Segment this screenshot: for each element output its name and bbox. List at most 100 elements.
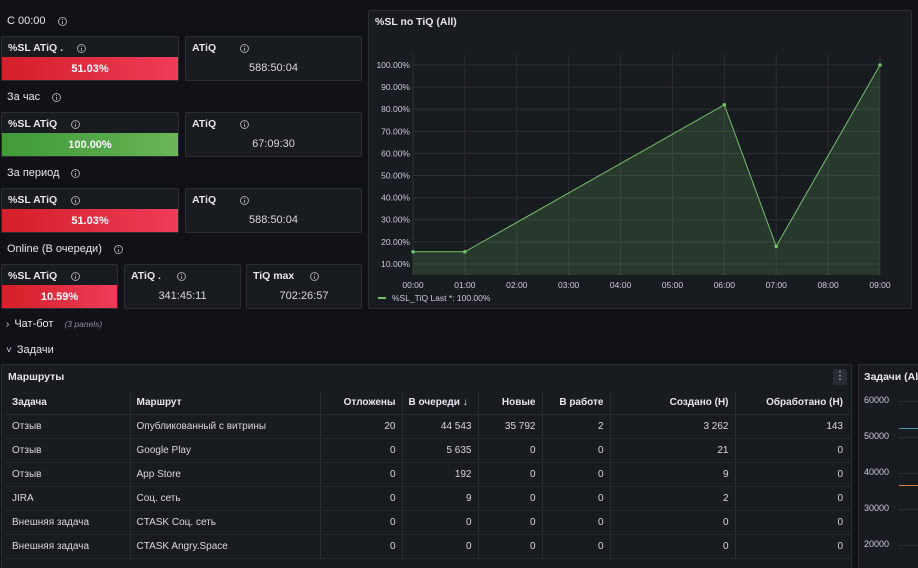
panel-title: %SL ATiQ . xyxy=(8,42,64,54)
info-icon[interactable] xyxy=(310,271,320,281)
stat-panel-tiq-max[interactable]: TiQ max 702:26:57 xyxy=(246,264,362,309)
row-tasks-label: Задачи xyxy=(16,344,54,356)
info-icon[interactable] xyxy=(240,195,250,205)
col-header-sorted[interactable]: В очереди ↓ xyxy=(402,392,479,415)
info-icon[interactable] xyxy=(71,195,81,205)
table-cell: 44 543 xyxy=(402,414,479,439)
table-row: JIRA Соц. сеть 0 9 0 0 2 0 xyxy=(6,486,849,511)
info-icon[interactable] xyxy=(57,16,67,26)
data-point xyxy=(463,249,467,254)
x-tick-label: 09:00 xyxy=(869,280,891,290)
stat-value: 51.03% xyxy=(2,209,178,232)
table-cell: Внешняя задача xyxy=(6,534,131,559)
stat-panel-atiq-since-midnight[interactable]: ATiQ 588:50:04 xyxy=(185,36,362,81)
table-cell: 0 xyxy=(542,486,611,511)
stat-value: 702:26:57 xyxy=(279,290,329,302)
kebab-icon[interactable]: ⋮ xyxy=(833,369,847,385)
table-cell: CTASK Соц. сеть xyxy=(130,510,321,535)
data-point xyxy=(411,249,415,254)
table-cell: 0 xyxy=(320,438,403,463)
y-tick-label: 40.00% xyxy=(381,193,410,203)
x-tick-label: 06:00 xyxy=(714,280,736,290)
table-cell: JIRA xyxy=(6,486,131,511)
x-tick-label: 03:00 xyxy=(558,280,580,290)
col-header[interactable]: Создано (Н) xyxy=(610,392,736,415)
sort-arrow-down-icon: ↓ xyxy=(462,397,468,409)
row-tasks[interactable]: ˅ Задачи xyxy=(6,344,54,356)
grid-line xyxy=(899,473,918,474)
col-header-label: В очереди xyxy=(408,397,460,409)
y-tick-label: 60.00% xyxy=(381,148,410,158)
table-row: Отзыв App Store 0 192 0 0 9 0 xyxy=(6,462,849,487)
table-cell: 0 xyxy=(610,534,736,559)
info-icon[interactable] xyxy=(240,43,250,53)
row-chatbot-count: (3 panels) xyxy=(64,319,103,329)
table-row: Отзыв Опубликованный с витрины 20 44 543 35 … xyxy=(6,414,849,439)
table-cell: 192 xyxy=(402,462,479,487)
stat-panel-atiq-per-period[interactable]: ATiQ 588:50:04 xyxy=(185,188,362,233)
table-cell: Отзыв xyxy=(6,414,131,439)
table-cell: 0 xyxy=(542,510,611,535)
stat-panel-sl-per-period[interactable]: %SL ATiQ 51.03% xyxy=(1,188,179,233)
y-tick-label: 50000 xyxy=(864,431,890,441)
info-icon[interactable] xyxy=(71,168,81,178)
table-cell: 0 xyxy=(735,438,849,463)
panel-title: TiQ max xyxy=(253,270,295,282)
col-header[interactable]: В работе xyxy=(542,392,611,415)
table-cell: 21 xyxy=(610,438,736,463)
x-tick-label: 08:00 xyxy=(817,280,839,290)
table-cell: 3 262 xyxy=(610,414,736,439)
stat-panel-sl-online[interactable]: %SL ATiQ 10.59% xyxy=(1,264,118,309)
table-cell: 9 xyxy=(610,462,736,487)
y-tick-label: 40000 xyxy=(864,467,890,477)
panel-title: %SL ATiQ xyxy=(8,270,58,282)
panel-title: ATiQ xyxy=(192,194,217,206)
table-cell: 0 xyxy=(735,486,849,511)
info-icon[interactable] xyxy=(240,119,250,129)
y-tick-label: 20000 xyxy=(864,539,890,549)
table-cell: Внешняя задача xyxy=(6,510,131,535)
table-cell: 35 792 xyxy=(478,414,543,439)
col-header[interactable]: Обработано (Н) xyxy=(735,392,849,415)
stat-panel-atiq-online[interactable]: ATiQ . 341:45:11 xyxy=(124,264,241,309)
row-chatbot[interactable]: › Чат-бот (3 panels) xyxy=(6,318,102,330)
table-row: Внешняя задача CTASK Соц. сеть 0 0 0 0 0 0 xyxy=(6,510,849,535)
stat-value: 588:50:04 xyxy=(249,214,298,226)
info-icon[interactable] xyxy=(71,271,81,281)
info-icon[interactable] xyxy=(71,119,81,129)
grid-line xyxy=(899,545,918,546)
sl-chart-panel[interactable]: %SL по TiQ (All) 10.00% 20.00% 30.00% 40.00… xyxy=(368,10,912,309)
y-tick-label: 30000 xyxy=(864,503,890,513)
table-cell: 0 xyxy=(478,486,543,511)
legend-label: %SL_TiQ Last *: 100.00% xyxy=(392,293,491,303)
col-header[interactable]: Маршрут xyxy=(130,392,321,415)
x-tick-label: 01:00 xyxy=(454,280,476,290)
section-per-period-label: За период xyxy=(7,167,60,179)
table-cell: 0 xyxy=(542,462,611,487)
info-icon[interactable] xyxy=(113,244,123,254)
panel-title: ATiQ xyxy=(192,118,217,130)
table-cell: 0 xyxy=(610,510,736,535)
col-header[interactable]: Новые xyxy=(478,392,543,415)
routes-panel[interactable]: Маршруты ⋮ Задача Маршрут Отложены В оче… xyxy=(1,364,852,568)
info-icon[interactable] xyxy=(176,271,186,281)
stat-value: 51.03% xyxy=(2,57,178,80)
x-tick-label: 07:00 xyxy=(766,280,788,290)
col-header[interactable]: Задача xyxy=(6,392,131,415)
tasks-chart-panel[interactable]: Задачи (All) 60000 50000 40000 30000 20000 xyxy=(858,364,918,568)
y-tick-label: 50.00% xyxy=(381,171,410,181)
table-cell: 0 xyxy=(320,510,403,535)
panel-title: ATiQ . xyxy=(131,270,161,282)
section-online: Online (В очереди) xyxy=(7,243,123,255)
col-header[interactable]: Отложены xyxy=(320,392,403,415)
section-per-period: За период xyxy=(7,167,81,179)
info-icon[interactable] xyxy=(52,92,62,102)
stat-panel-sl-per-hour[interactable]: %SL ATiQ 100.00% xyxy=(1,112,179,157)
table-cell: 0 xyxy=(402,534,479,559)
chevron-right-icon: › xyxy=(6,318,10,330)
stat-panel-sl-since-midnight[interactable]: %SL ATiQ . 51.03% xyxy=(1,36,179,81)
info-icon[interactable] xyxy=(77,43,87,53)
y-tick-label: 60000 xyxy=(864,395,890,405)
panel-title: %SL ATiQ xyxy=(8,194,58,206)
stat-panel-atiq-per-hour[interactable]: ATiQ 67:09:30 xyxy=(185,112,362,157)
